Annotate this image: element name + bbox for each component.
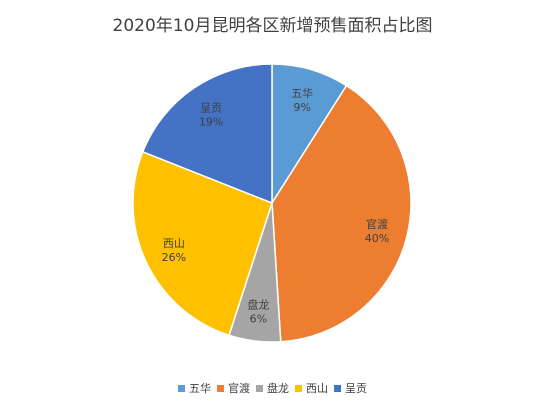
slice-percent-label: 40% [365, 232, 389, 245]
legend-label: 西山 [306, 382, 328, 395]
legend-label: 官渡 [228, 382, 250, 395]
legend-swatch [295, 384, 302, 392]
chart-title: 2020年10月昆明各区新增预售面积占比图 [112, 16, 433, 36]
legend-label: 呈贡 [345, 382, 367, 395]
slice-name-label: 官渡 [366, 217, 388, 231]
slice-name-label: 西山 [163, 237, 185, 250]
legend-item-2: 盘龙 [256, 380, 289, 396]
legend-swatch [256, 384, 263, 392]
chart-legend: 五华 官渡 盘龙 西山 呈贡 [0, 380, 545, 396]
slice-name-label: 呈贡 [200, 101, 222, 114]
legend-label: 盘龙 [267, 382, 289, 395]
legend-item-3: 西山 [295, 380, 328, 396]
legend-item-1: 官渡 [217, 380, 250, 396]
slice-percent-label: 9% [293, 101, 310, 114]
legend-swatch [178, 384, 185, 392]
slice-name-label: 盘龙 [247, 298, 269, 312]
legend-item-0: 五华 [178, 380, 211, 396]
slice-percent-label: 6% [250, 313, 267, 326]
pie-slice-1 [271, 84, 412, 343]
slice-percent-label: 26% [162, 251, 186, 264]
pie-slice-0 [271, 63, 348, 206]
slice-name-label: 五华 [291, 86, 313, 100]
legend-swatch [217, 384, 224, 392]
slice-percent-label: 19% [199, 115, 223, 128]
legend-swatch [334, 384, 341, 392]
legend-item-4: 呈贡 [334, 380, 367, 396]
legend-label: 五华 [189, 382, 211, 395]
pie-slice-3 [132, 150, 273, 337]
pie-slice-4 [141, 63, 273, 205]
